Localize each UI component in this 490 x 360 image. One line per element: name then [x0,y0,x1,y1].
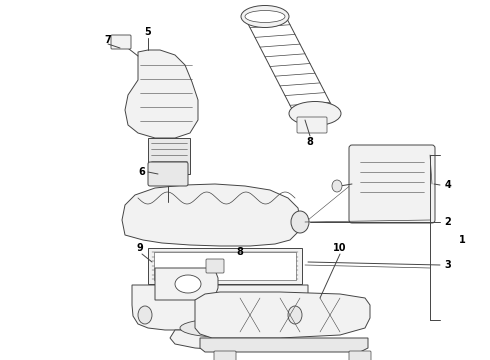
Text: 3: 3 [444,260,451,270]
Polygon shape [195,292,370,338]
Polygon shape [122,184,300,246]
Text: 8: 8 [237,247,244,257]
Polygon shape [155,268,218,300]
Ellipse shape [291,211,309,233]
FancyBboxPatch shape [214,351,236,360]
Text: 4: 4 [444,180,451,190]
Text: 9: 9 [137,243,144,253]
FancyBboxPatch shape [148,138,190,174]
Text: 8: 8 [307,137,314,147]
Ellipse shape [175,275,201,293]
Polygon shape [125,50,198,138]
Text: 1: 1 [459,235,466,245]
FancyBboxPatch shape [154,252,296,280]
Text: 2: 2 [444,217,451,227]
Ellipse shape [241,5,289,27]
Ellipse shape [180,319,260,337]
Polygon shape [132,285,308,330]
FancyBboxPatch shape [349,351,371,360]
FancyBboxPatch shape [111,35,131,49]
Text: 6: 6 [139,167,146,177]
Ellipse shape [332,180,342,192]
Ellipse shape [289,102,341,126]
Ellipse shape [138,306,152,324]
Text: 10: 10 [333,243,347,253]
Text: 7: 7 [105,35,111,45]
Ellipse shape [288,306,302,324]
FancyBboxPatch shape [349,145,435,223]
FancyBboxPatch shape [206,259,224,273]
Polygon shape [148,248,302,284]
Polygon shape [200,338,368,352]
Polygon shape [170,328,282,350]
FancyBboxPatch shape [148,162,188,186]
Text: 5: 5 [145,27,151,37]
FancyBboxPatch shape [297,117,327,133]
Ellipse shape [245,10,285,23]
